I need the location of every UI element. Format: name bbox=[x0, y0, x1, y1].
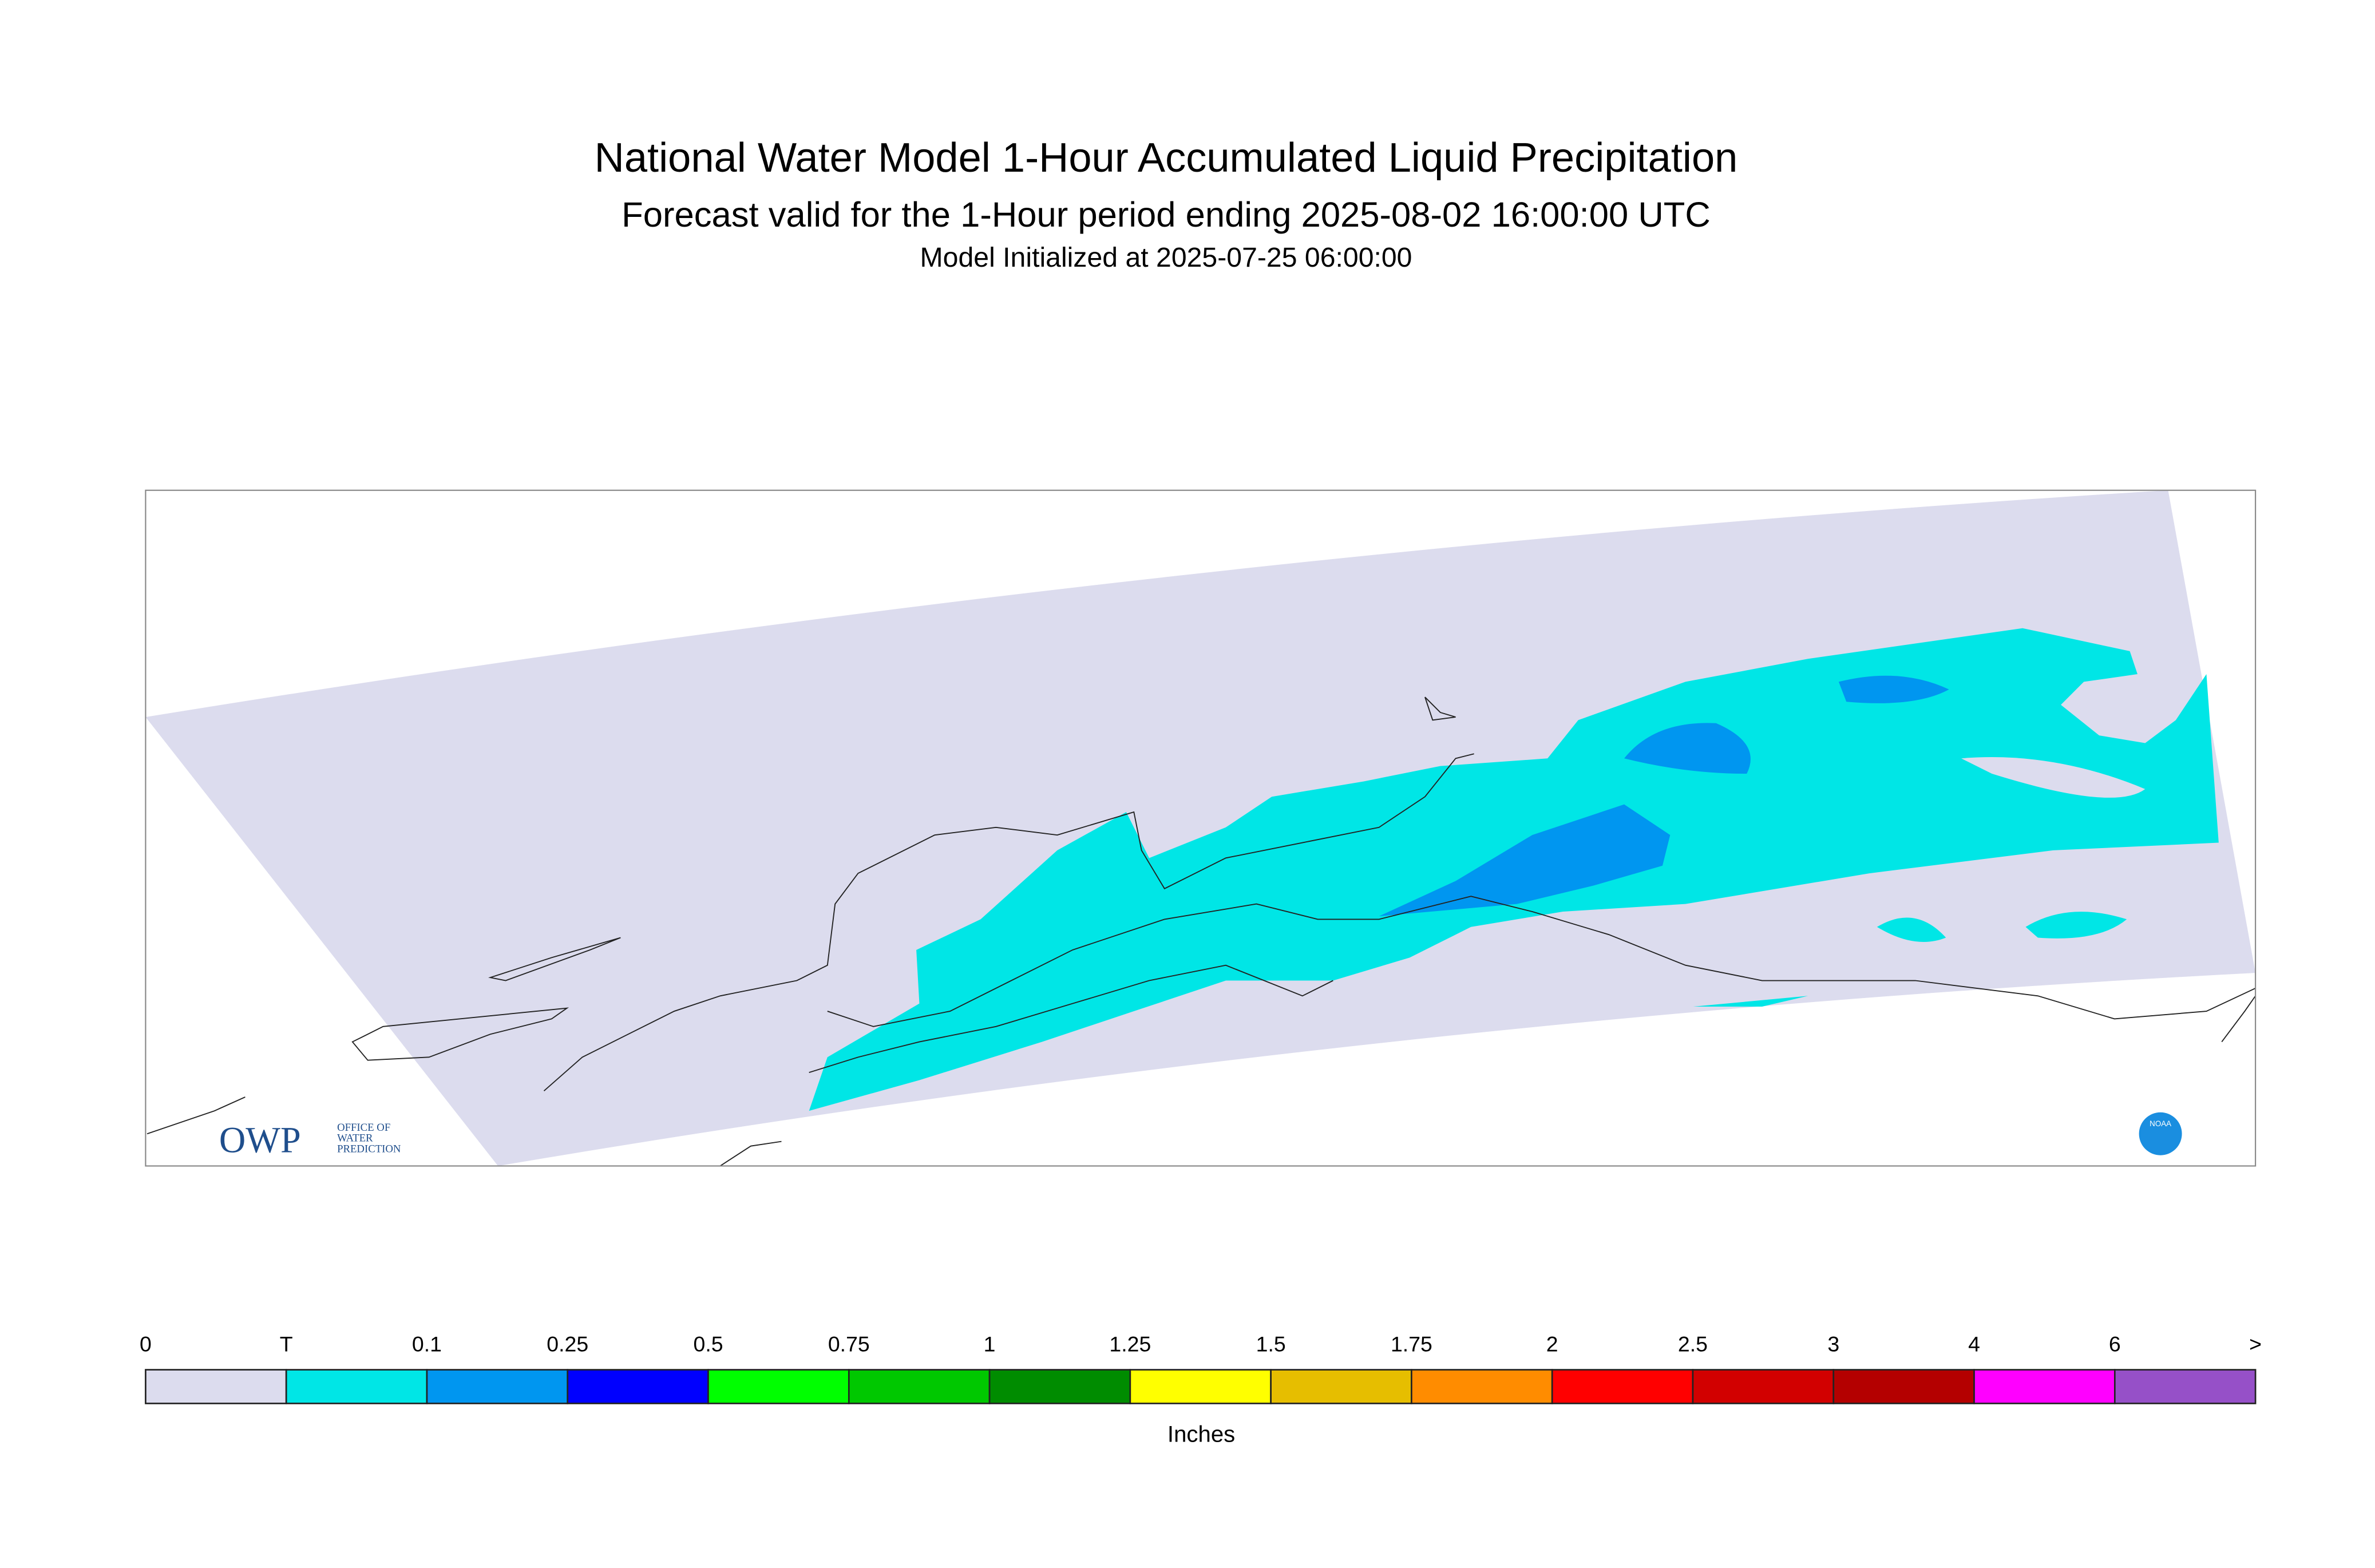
colorbar-box bbox=[1411, 1369, 1553, 1404]
init-time: Model Initialized at 2025-07-25 06:00:00 bbox=[920, 242, 1412, 273]
noaa-logo bbox=[2139, 1112, 2182, 1155]
colorbar-label: 0.5 bbox=[693, 1332, 723, 1356]
owp-text-line: PREDICTION bbox=[337, 1143, 401, 1155]
colorbar-box bbox=[707, 1369, 850, 1404]
colorbar-box bbox=[426, 1369, 569, 1404]
colorbar-box bbox=[1129, 1369, 1272, 1404]
colorbar-label: 1.25 bbox=[1109, 1332, 1151, 1356]
colorbar-box bbox=[1270, 1369, 1412, 1404]
colorbar-box bbox=[1692, 1369, 1835, 1404]
owp-text-line: WATER bbox=[337, 1133, 373, 1145]
precip-trace bbox=[1693, 912, 2127, 1007]
colorbar-box bbox=[145, 1369, 287, 1404]
colorbar-label: 0 bbox=[140, 1332, 152, 1356]
colorbar-label: 1.75 bbox=[1391, 1332, 1432, 1356]
colorbar-box bbox=[285, 1369, 428, 1404]
noaa-text: NOAA bbox=[2150, 1119, 2171, 1128]
colorbar-label: 0.1 bbox=[412, 1332, 442, 1356]
colorbar-label: 4 bbox=[1968, 1332, 1980, 1356]
colorbar-box bbox=[567, 1369, 709, 1404]
colorbar-label: 2 bbox=[1546, 1332, 1558, 1356]
owp-text-line: OFFICE OF bbox=[337, 1122, 390, 1134]
colorbar-label: 2.5 bbox=[1678, 1332, 1708, 1356]
colorbar-box bbox=[1551, 1369, 1694, 1404]
coastlines bbox=[147, 696, 2256, 1166]
colorbar-label: 0.75 bbox=[828, 1332, 870, 1356]
colorbar: 0 T 0.1 0.25 0.5 0.75 1 1.25 1.5 1.75 2 2.5 3 4 6 > bbox=[140, 1332, 2262, 1404]
colorbar-label: 3 bbox=[1827, 1332, 1839, 1356]
title: National Water Model 1-Hour Accumulated … bbox=[595, 135, 1738, 181]
subtitle: Forecast valid for the 1-Hour period end… bbox=[622, 195, 1711, 235]
colorbar-box bbox=[848, 1369, 991, 1404]
precip-light bbox=[1961, 757, 2146, 798]
owp-logo: OWP bbox=[219, 1119, 301, 1160]
colorbar-label: 1 bbox=[984, 1332, 996, 1356]
colorbar-label: T bbox=[280, 1332, 293, 1356]
colorbar-box bbox=[1832, 1369, 1975, 1404]
colorbar-box bbox=[1973, 1369, 2116, 1404]
colorbar-label: 1.5 bbox=[1256, 1332, 1286, 1356]
colorbar-label: 0.25 bbox=[547, 1332, 588, 1356]
colorbar-label: > bbox=[2249, 1332, 2262, 1356]
units: Inches bbox=[1167, 1421, 1235, 1447]
colorbar-label: 6 bbox=[2109, 1332, 2121, 1356]
colorbar-box bbox=[2113, 1369, 2257, 1404]
map-frame bbox=[145, 489, 2257, 1167]
colorbar-box bbox=[988, 1369, 1131, 1404]
model-domain bbox=[145, 490, 2256, 1166]
precip-tenth bbox=[1379, 675, 1949, 917]
